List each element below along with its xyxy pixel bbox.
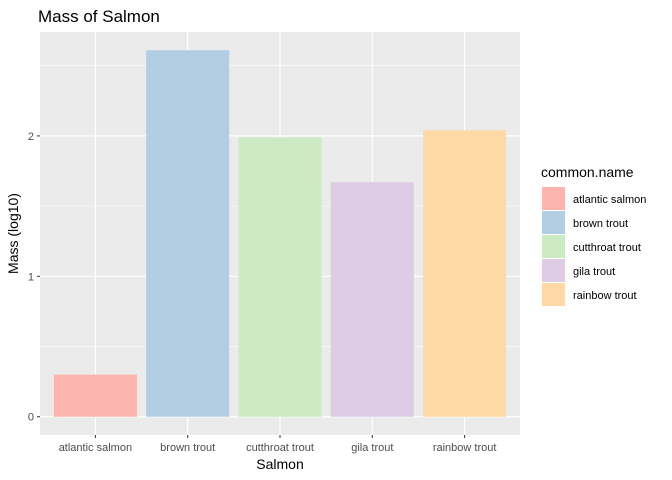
x-tick-label: brown trout: [160, 442, 215, 454]
x-tick-label: atlantic salmon: [59, 442, 132, 454]
y-tick-label: 2: [28, 131, 34, 143]
bar-brown-trout: [146, 50, 230, 417]
bar-gila-trout: [330, 182, 414, 417]
y-axis-title: Mass (log10): [5, 193, 21, 274]
legend-key: [542, 187, 565, 210]
legend-title: common.name: [541, 164, 634, 180]
x-axis-ticks: atlantic salmon brown trout cutthroat trou…: [59, 435, 497, 454]
legend-key: [542, 235, 565, 258]
x-tick-label: cutthroat trout: [246, 442, 314, 454]
legend-key: [542, 259, 565, 282]
chart-title: Mass of Salmon: [38, 7, 160, 26]
bar-cutthroat-trout: [238, 137, 322, 417]
legend: common.name atlantic salmon brown trout cu…: [541, 164, 646, 306]
y-tick-label: 1: [28, 271, 34, 283]
x-tick-label: gila trout: [351, 442, 393, 454]
bars: [53, 50, 507, 417]
y-tick-label: 0: [28, 412, 34, 424]
x-tick-label: rainbow trout: [433, 442, 497, 454]
legend-label: cutthroat trout: [573, 242, 641, 254]
bar-rainbow-trout: [423, 130, 507, 417]
legend-label: gila trout: [573, 266, 615, 278]
y-axis-ticks: 0 1 2: [28, 131, 40, 424]
legend-label: brown trout: [573, 218, 628, 230]
legend-key: [542, 283, 565, 306]
legend-label: atlantic salmon: [573, 194, 646, 206]
legend-key: [542, 211, 565, 234]
bar-atlantic-salmon: [53, 374, 137, 417]
legend-label: rainbow trout: [573, 290, 637, 302]
x-axis-title: Salmon: [256, 456, 303, 472]
